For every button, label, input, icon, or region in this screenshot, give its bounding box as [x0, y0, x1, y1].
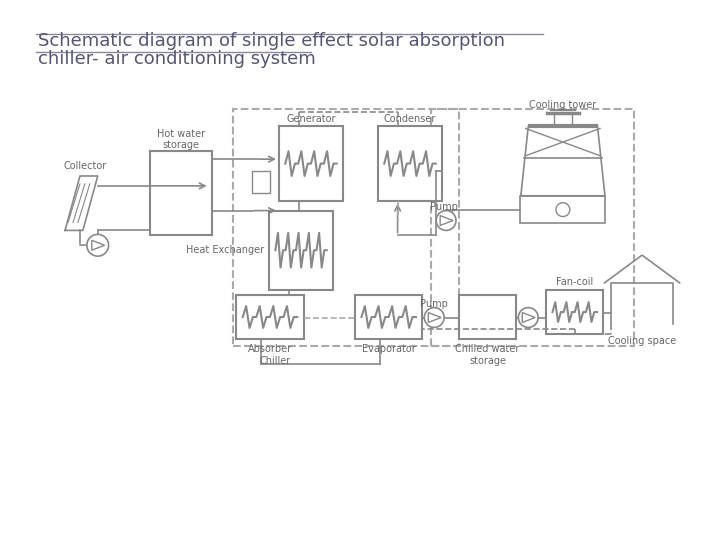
Circle shape: [556, 202, 570, 217]
Text: Absorber: Absorber: [248, 344, 292, 354]
Text: Fan-coil: Fan-coil: [556, 277, 593, 287]
Text: Chilled water
storage: Chilled water storage: [456, 344, 520, 366]
Bar: [236, 295, 304, 339]
Text: Chiller: Chiller: [259, 356, 290, 366]
Bar: [269, 211, 333, 290]
Polygon shape: [440, 215, 453, 226]
Bar: [355, 295, 423, 339]
Text: Cooling tower: Cooling tower: [529, 100, 596, 110]
Polygon shape: [522, 313, 535, 322]
Bar: [431, 109, 634, 346]
Text: Cooling space: Cooling space: [608, 336, 676, 346]
Bar: [459, 295, 516, 339]
Text: Condenser: Condenser: [384, 113, 436, 124]
Bar: [378, 126, 442, 201]
Bar: [554, 113, 572, 126]
Text: Generator: Generator: [287, 113, 336, 124]
Circle shape: [87, 234, 109, 256]
Text: chiller- air conditioning system: chiller- air conditioning system: [38, 50, 316, 68]
Circle shape: [424, 308, 444, 327]
Polygon shape: [65, 176, 98, 231]
Bar: [546, 290, 603, 334]
Text: Pump: Pump: [420, 299, 448, 309]
Text: Hot water
storage: Hot water storage: [157, 129, 205, 150]
Bar: [252, 171, 270, 193]
Polygon shape: [428, 313, 441, 322]
Polygon shape: [91, 240, 104, 250]
Circle shape: [436, 211, 456, 231]
Text: Heat Exchanger: Heat Exchanger: [186, 245, 264, 255]
Bar: [150, 151, 212, 235]
Bar: [279, 126, 343, 201]
Bar: [233, 109, 459, 346]
Text: Collector: Collector: [63, 161, 107, 171]
Text: Schematic diagram of single effect solar absorption: Schematic diagram of single effect solar…: [38, 32, 505, 50]
Text: Evaporator: Evaporator: [362, 344, 415, 354]
Text: Pump: Pump: [430, 201, 458, 212]
Circle shape: [518, 308, 538, 327]
Bar: [521, 196, 606, 224]
